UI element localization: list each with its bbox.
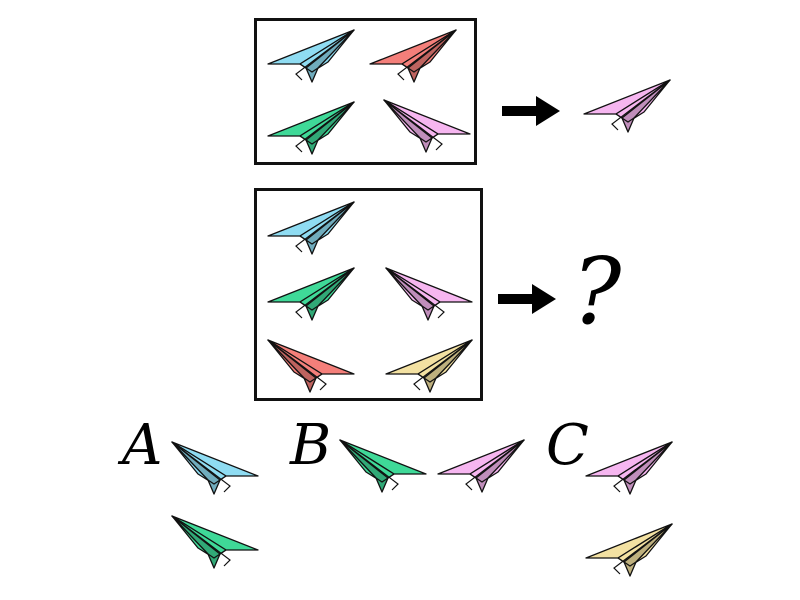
paper-plane-icon[interactable] (170, 514, 260, 570)
paper-plane-icon[interactable] (338, 438, 428, 494)
paper-plane-icon (267, 29, 355, 83)
paper-plane-icon (267, 339, 355, 393)
paper-plane-icon[interactable] (584, 440, 674, 496)
paper-plane-icon (385, 267, 473, 321)
option-c-label[interactable]: C (546, 413, 589, 478)
paper-plane-icon (267, 201, 355, 255)
paper-plane-icon (267, 267, 355, 321)
paper-plane-icon (369, 29, 457, 83)
option-b-label[interactable]: B (290, 413, 332, 478)
paper-plane-icon[interactable] (436, 438, 526, 494)
paper-plane-icon[interactable] (584, 522, 674, 578)
paper-plane-icon (267, 101, 355, 155)
paper-plane-icon (383, 99, 471, 153)
paper-plane-icon (583, 79, 671, 133)
paper-plane-icon[interactable] (170, 440, 260, 496)
option-a-label[interactable]: A (122, 413, 163, 478)
question-mark: ? (572, 238, 622, 345)
right-arrow-icon (498, 284, 556, 314)
right-arrow-icon (502, 96, 560, 126)
paper-plane-icon (385, 339, 473, 393)
